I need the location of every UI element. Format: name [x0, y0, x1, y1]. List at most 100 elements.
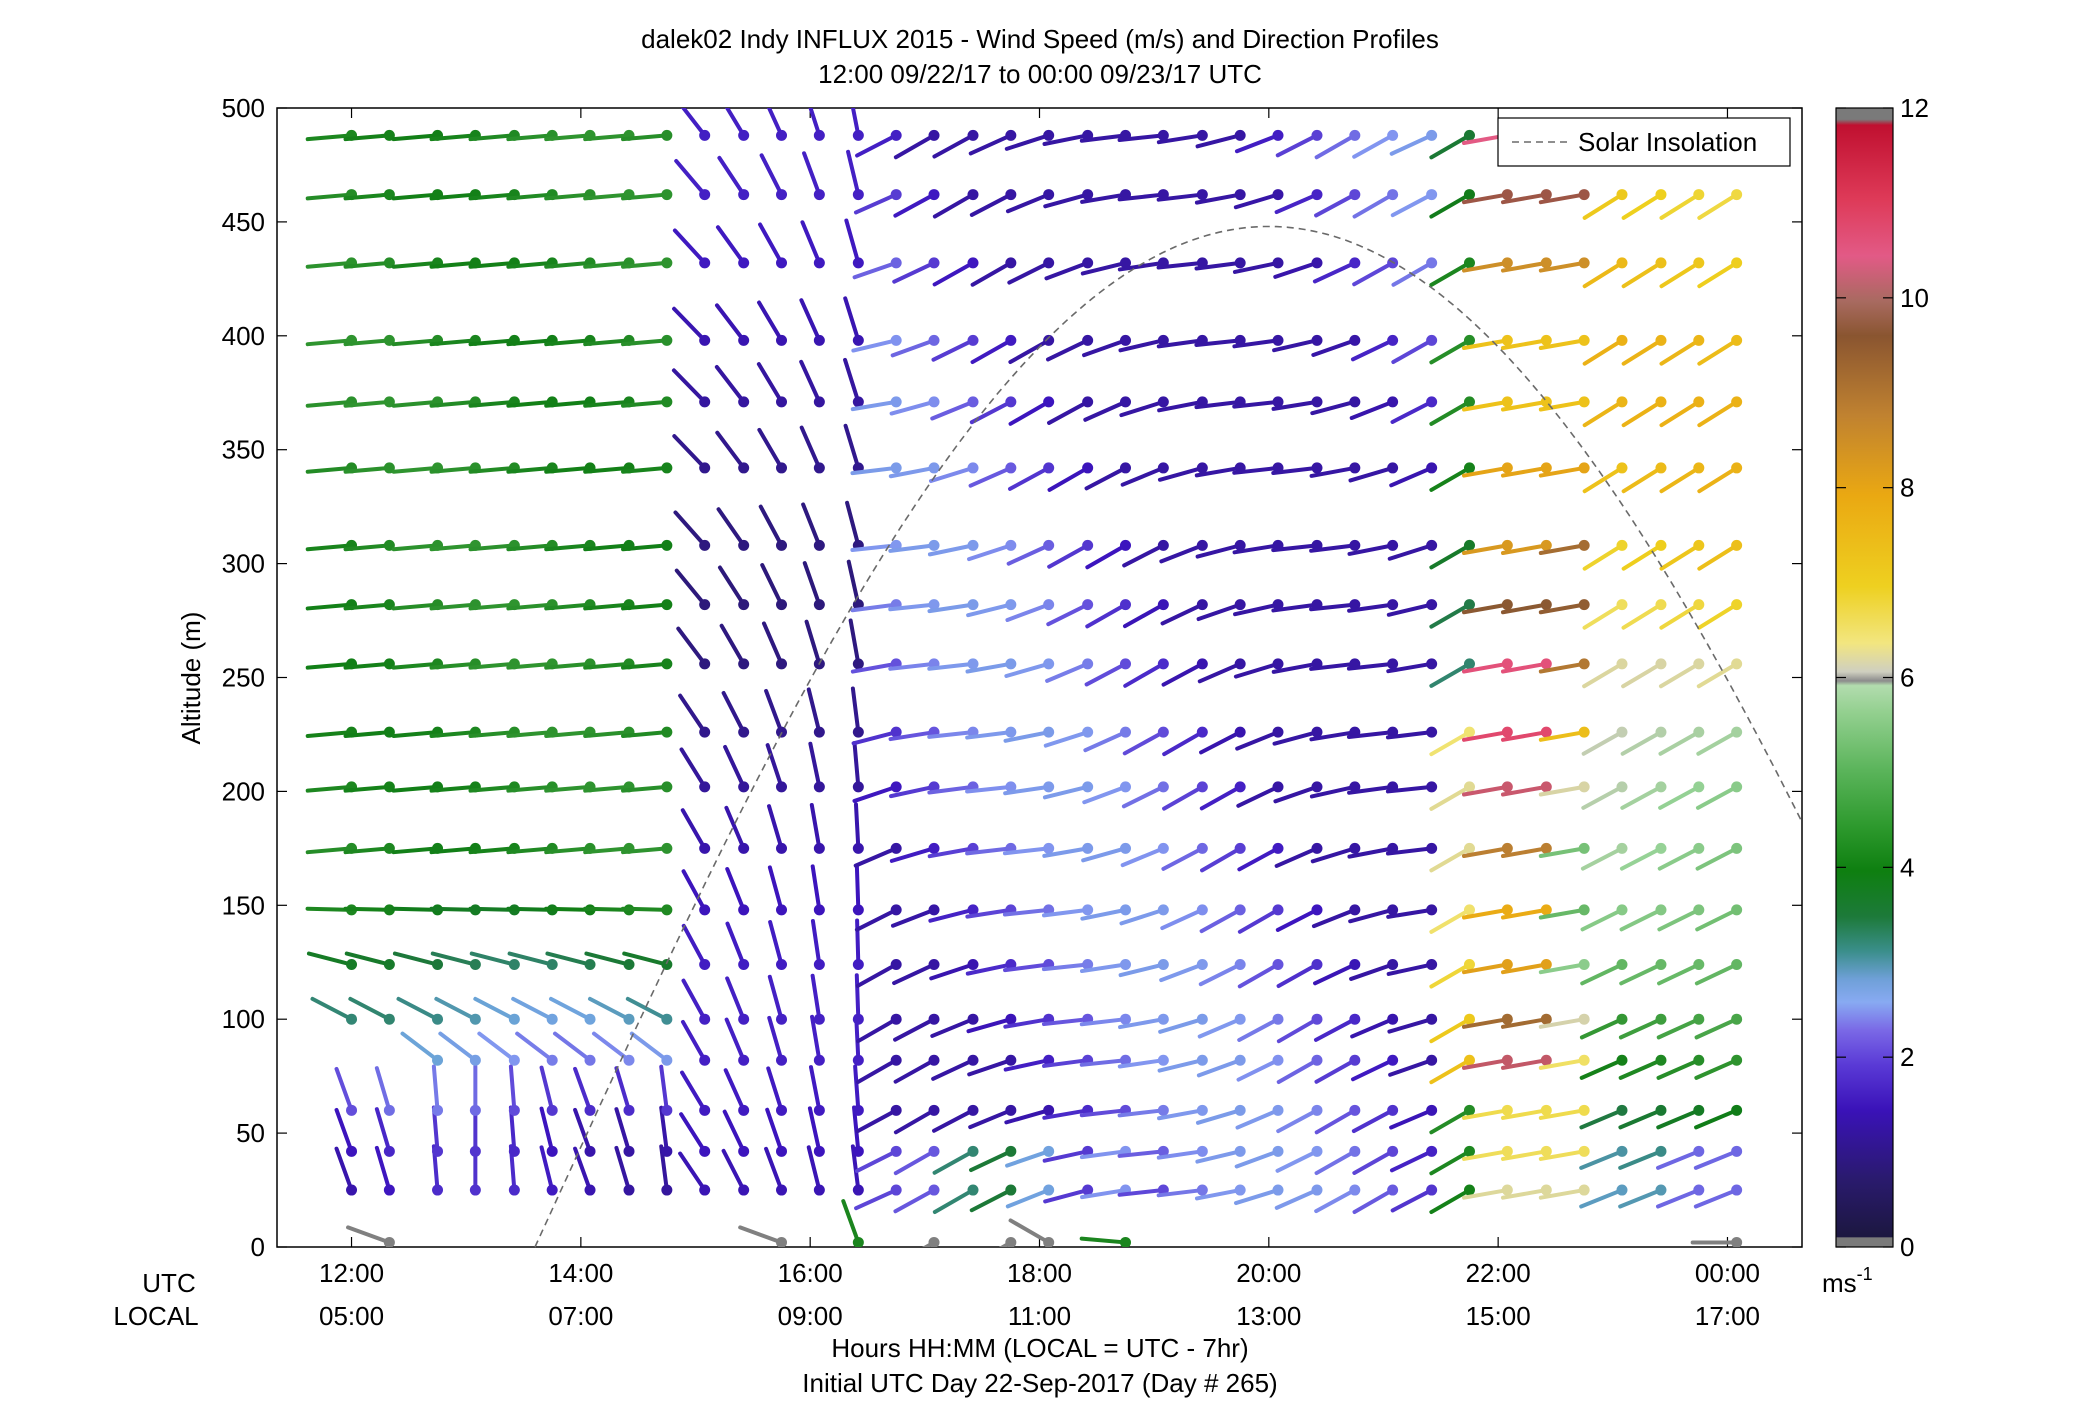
barb-dot [1272, 129, 1284, 141]
wind-barb [1008, 334, 1055, 365]
barb-shaft [1352, 260, 1395, 287]
barb-shaft [889, 846, 937, 863]
x-tick-label-local: 15:00 [1466, 1301, 1531, 1331]
wind-barb [888, 462, 940, 479]
barb-dot [1463, 842, 1475, 854]
barb-dot [1616, 842, 1628, 854]
barb-shaft [1500, 730, 1549, 742]
wind-barb [799, 298, 825, 346]
wind-barb [1461, 842, 1513, 858]
barb-shaft [1538, 602, 1587, 615]
wind-barb [1538, 842, 1590, 858]
wind-barb [1044, 257, 1094, 281]
wind-barb [1500, 462, 1552, 478]
barb-dot [584, 1145, 596, 1157]
barb-dot [1005, 658, 1017, 670]
wind-barb [767, 804, 788, 854]
barb-dot [661, 1184, 673, 1196]
barb-shaft [1309, 465, 1357, 478]
wind-barb [1500, 1013, 1552, 1029]
wind-barb [548, 996, 596, 1025]
barb-dot [738, 1054, 750, 1066]
wind-barb [621, 781, 673, 793]
barb-dot [852, 396, 864, 408]
barb-shaft [1694, 1017, 1739, 1040]
barb-shaft [620, 906, 669, 912]
barb-shaft [1697, 602, 1739, 630]
wind-barb [1314, 129, 1361, 160]
barb-shaft [1042, 784, 1090, 800]
barb-dot [1119, 462, 1131, 474]
barb-shaft [1619, 962, 1663, 986]
x-tick-label-utc: 00:00 [1695, 1258, 1760, 1288]
barb-dot [1578, 726, 1590, 738]
barb-dot [1119, 396, 1131, 408]
barb-shaft [431, 1064, 440, 1113]
barb-dot [1501, 959, 1513, 971]
colorbar-tick-label: 6 [1900, 663, 1914, 693]
barb-dot [813, 904, 825, 916]
barb-dot [1426, 129, 1438, 141]
wind-barb [1311, 904, 1361, 929]
wind-barb [539, 1065, 558, 1116]
barb-dot [813, 599, 825, 611]
wind-barb [1042, 842, 1094, 858]
barb-dot [1693, 1013, 1705, 1025]
barb-dot [890, 462, 902, 474]
barb-shaft [1195, 1149, 1243, 1164]
wind-barb [932, 1184, 979, 1214]
barb-shaft [1041, 1017, 1090, 1027]
wind-barb [679, 747, 711, 793]
wind-barb [1081, 842, 1131, 863]
barb-shaft [1276, 1108, 1319, 1134]
wind-barb [621, 334, 673, 347]
barb-shaft [1122, 543, 1166, 568]
barb-shaft [1233, 192, 1280, 210]
wind-barb [1005, 599, 1055, 622]
wind-barb [969, 396, 1017, 425]
wind-barb [854, 1145, 902, 1174]
barb-shaft [759, 153, 784, 197]
barb-shaft [1310, 399, 1357, 416]
barb-dot [928, 599, 940, 611]
wind-barb [850, 462, 902, 476]
barb-shaft [468, 543, 517, 552]
barb-dot [1005, 129, 1017, 141]
barb-shaft [929, 962, 975, 981]
barb-shaft [1500, 1108, 1549, 1120]
barb-dot [852, 189, 864, 201]
barb-dot [890, 842, 902, 854]
wind-barb [1429, 1054, 1475, 1085]
barb-dot [1311, 1145, 1323, 1157]
barb-shaft [1008, 465, 1051, 491]
barb-dot [383, 1013, 395, 1025]
barb-dot [813, 396, 825, 408]
barb-shaft [343, 602, 392, 611]
wind-barb [334, 1066, 358, 1116]
barb-dot [699, 781, 711, 793]
wind-barb [1695, 842, 1743, 871]
barb-shaft [1621, 602, 1663, 630]
colorbar-unit-exponent: -1 [1857, 1264, 1873, 1284]
wind-barb [392, 951, 444, 971]
barb-shaft [1461, 260, 1510, 273]
wind-barb [1659, 462, 1705, 494]
y-tick-label: 500 [222, 93, 265, 123]
wind-barb [965, 658, 1017, 674]
barb-shaft [681, 869, 707, 912]
wind-barb [1236, 1054, 1284, 1082]
barb-dot [1693, 1054, 1705, 1066]
wind-barb [1695, 904, 1743, 932]
barb-shaft [1620, 730, 1663, 756]
barb-dot [928, 189, 940, 201]
wind-barb [1500, 726, 1552, 742]
barb-shaft [1120, 465, 1166, 487]
barb-shaft [1313, 1017, 1357, 1042]
wind-barb [1199, 726, 1246, 755]
wind-barb [810, 1014, 825, 1066]
barb-dot [776, 1184, 788, 1196]
wind-barb [1312, 257, 1361, 284]
wind-barb [721, 691, 750, 738]
wind-barb [1429, 257, 1475, 287]
wind-barb [1538, 1104, 1590, 1120]
